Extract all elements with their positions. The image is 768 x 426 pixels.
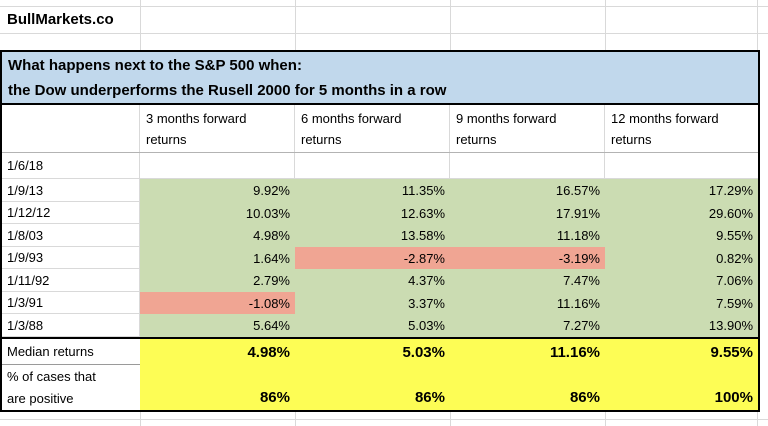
gridline [450,412,451,426]
gridline [0,6,768,7]
date-cell[interactable]: 1/3/88 [2,314,140,337]
title-line-2: the Dow underperforms the Rusell 2000 fo… [8,82,447,99]
returns-table: 3 months forward returns 6 months forwar… [0,105,760,412]
percent-positive-3m[interactable]: 86% [140,365,295,410]
table-row: 1/8/03 4.98% 13.58% 11.18% 9.55% [2,224,758,247]
return-value-cell[interactable] [450,153,605,179]
median-value-6m[interactable]: 5.03% [295,339,450,365]
summary-section: Median returns 4.98% 5.03% 11.16% 9.55% … [2,337,758,410]
gridline [140,412,141,426]
gridline [295,412,296,426]
return-value-cell[interactable]: 11.16% [450,292,605,314]
date-cell[interactable]: 1/9/93 [2,247,140,269]
gridline [605,412,606,426]
gridline [140,0,141,50]
return-value-cell[interactable]: 5.64% [140,314,295,337]
return-value-cell[interactable] [295,153,450,179]
table-title[interactable]: What happens next to the S&P 500 when: t… [0,50,760,105]
percent-positive-9m[interactable]: 86% [450,365,605,410]
percent-positive-label[interactable]: % of cases that are positive [2,365,140,410]
return-value-cell[interactable] [140,153,295,179]
gridline [450,0,451,50]
gridline [605,0,606,50]
table-row: 1/3/88 5.64% 5.03% 7.27% 13.90% [2,314,758,337]
column-header-12m[interactable]: 12 months forward returns [611,111,719,147]
return-value-cell[interactable]: 10.03% [140,202,295,224]
percent-positive-6m[interactable]: 86% [295,365,450,410]
percent-positive-row: % of cases that are positive 86% 86% 86%… [2,365,758,410]
return-value-cell[interactable]: 13.58% [295,224,450,247]
date-cell[interactable]: 1/3/91 [2,292,140,314]
median-label[interactable]: Median returns [2,339,140,365]
table-row: 1/11/92 2.79% 4.37% 7.47% 7.06% [2,269,758,292]
return-value-cell[interactable]: 4.98% [140,224,295,247]
table-row: 1/6/18 [2,153,758,179]
percent-positive-label-line2: are positive [7,391,74,406]
return-value-cell[interactable]: -3.19% [450,247,605,269]
corner-cell[interactable] [2,105,140,152]
return-value-cell[interactable]: -2.87% [295,247,450,269]
return-value-cell[interactable]: 4.37% [295,269,450,292]
median-value-3m[interactable]: 4.98% [140,339,295,365]
return-value-cell[interactable]: 17.91% [450,202,605,224]
title-line-1: What happens next to the S&P 500 when: [8,57,302,74]
return-value-cell[interactable]: 2.79% [140,269,295,292]
gridline [295,0,296,50]
date-cell[interactable]: 1/12/12 [2,202,140,224]
return-value-cell[interactable]: 12.63% [295,202,450,224]
gridline [0,419,768,420]
gridline [757,0,758,50]
return-value-cell[interactable]: 9.92% [140,179,295,202]
percent-positive-12m[interactable]: 100% [605,365,758,410]
table-row: 1/9/13 9.92% 11.35% 16.57% 17.29% [2,179,758,202]
table-row: 1/12/12 10.03% 12.63% 17.91% 29.60% [2,202,758,224]
return-value-cell[interactable]: 9.55% [605,224,758,247]
return-value-cell[interactable]: 13.90% [605,314,758,337]
column-header-9m[interactable]: 9 months forward returns [450,105,605,152]
return-value-cell[interactable]: 7.27% [450,314,605,337]
return-value-cell[interactable]: -1.08% [140,292,295,314]
date-cell[interactable]: 1/9/13 [2,179,140,202]
return-value-cell[interactable]: 1.64% [140,247,295,269]
return-value-cell[interactable] [605,153,758,179]
table-row: 1/3/91 -1.08% 3.37% 11.16% 7.59% [2,292,758,314]
median-value-9m[interactable]: 11.16% [450,339,605,365]
date-cell[interactable]: 1/6/18 [2,153,140,179]
return-value-cell[interactable]: 5.03% [295,314,450,337]
return-value-cell[interactable]: 7.47% [450,269,605,292]
gridline [0,33,768,34]
table-row: 1/9/93 1.64% -2.87% -3.19% 0.82% [2,247,758,269]
return-value-cell[interactable]: 16.57% [450,179,605,202]
return-value-cell[interactable]: 29.60% [605,202,758,224]
table-body: 1/6/18 1/9/13 9.92% 11.35% 16.57% 17.29% 1/12/… [2,153,758,337]
return-value-cell[interactable]: 17.29% [605,179,758,202]
return-value-cell[interactable]: 11.18% [450,224,605,247]
median-value-12m[interactable]: 9.55% [605,339,758,365]
gridline [757,412,758,426]
brand-text[interactable]: BullMarkets.co [7,11,114,28]
median-row: Median returns 4.98% 5.03% 11.16% 9.55% [2,339,758,365]
column-header-3m[interactable]: 3 months forward returns [140,105,295,152]
return-value-cell[interactable]: 11.35% [295,179,450,202]
return-value-cell[interactable]: 7.06% [605,269,758,292]
date-cell[interactable]: 1/8/03 [2,224,140,247]
column-header-6m[interactable]: 6 months forward returns [295,105,450,152]
return-value-cell[interactable]: 3.37% [295,292,450,314]
percent-positive-label-line1: % of cases that [7,369,96,384]
date-cell[interactable]: 1/11/92 [2,269,140,292]
header-row: 3 months forward returns 6 months forwar… [2,105,758,153]
return-value-cell[interactable]: 7.59% [605,292,758,314]
return-value-cell[interactable]: 0.82% [605,247,758,269]
